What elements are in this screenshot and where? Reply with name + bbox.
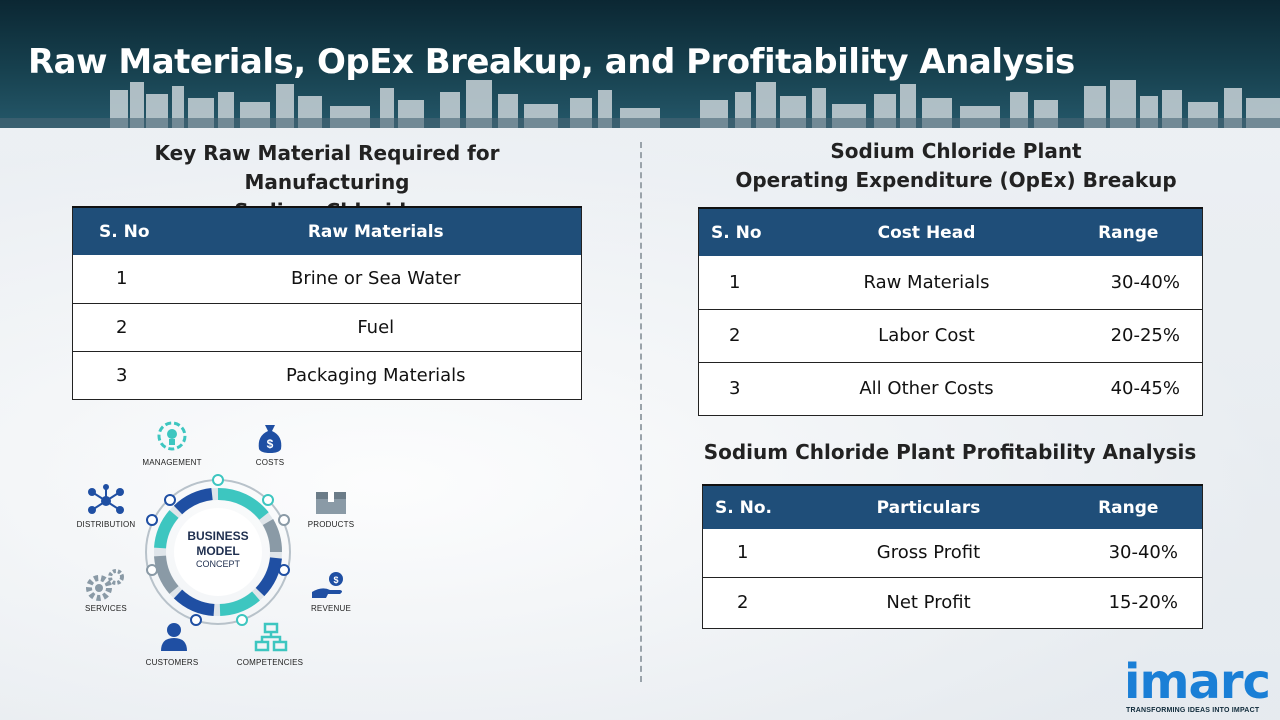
- city-skyline-graphic: [0, 80, 1280, 128]
- row-sno: 1: [72, 255, 171, 304]
- customers-label: CUSTOMERS: [145, 658, 199, 667]
- row-particular: Gross Profit: [802, 529, 1055, 578]
- row-cost-head: All Other Costs: [798, 362, 1055, 416]
- revenue-label: REVENUE: [310, 604, 352, 613]
- svg-text:$: $: [333, 575, 338, 585]
- products-icon: [316, 492, 346, 514]
- table-row: 3 Packaging Materials: [72, 351, 582, 400]
- row-material: Brine or Sea Water: [170, 255, 582, 304]
- opex-table: S. No Cost Head Range 1 Raw Materials 30…: [698, 207, 1203, 416]
- table-row: 2 Labor Cost 20-25%: [698, 309, 1203, 363]
- col-cost-head-header: Cost Head: [798, 207, 1055, 256]
- services-icon: [86, 569, 124, 601]
- distribution-label: DISTRIBUTION: [76, 520, 136, 529]
- table-row: 1 Brine or Sea Water: [72, 255, 582, 304]
- logo-tagline: TRANSFORMING IDEAS INTO IMPACT: [1126, 707, 1260, 714]
- header-banner: Raw Materials, OpEx Breakup, and Profita…: [0, 0, 1280, 128]
- competencies-label: COMPETENCIES: [236, 658, 304, 667]
- business-model-diagram: BUSINESS MODEL CONCEPT MANAGEMENT $ COST…: [70, 410, 370, 675]
- profitability-table: S. No. Particulars Range 1 Gross Profit …: [702, 484, 1203, 629]
- row-sno: 1: [702, 529, 803, 578]
- revenue-icon: $: [312, 572, 343, 598]
- table-row: 1 Gross Profit 30-40%: [702, 529, 1203, 578]
- table-row: 2 Net Profit 15-20%: [702, 577, 1203, 629]
- row-sno: 2: [698, 309, 799, 363]
- table-row: 3 All Other Costs 40-45%: [698, 362, 1203, 416]
- distribution-icon: [88, 484, 124, 514]
- table-header-row: S. No Cost Head Range: [698, 207, 1203, 256]
- row-range: 20-25%: [1054, 309, 1203, 363]
- row-material: Packaging Materials: [170, 351, 582, 400]
- logo-wordmark: imarc: [1124, 654, 1271, 710]
- table-row: 2 Fuel: [72, 303, 582, 352]
- row-sno: 3: [698, 362, 799, 416]
- table-header-row: S. No. Particulars Range: [702, 484, 1203, 529]
- row-sno: 1: [698, 256, 799, 310]
- svg-text:$: $: [267, 437, 274, 451]
- table-row: 1 Raw Materials 30-40%: [698, 256, 1203, 310]
- row-range: 30-40%: [1054, 256, 1203, 310]
- business-model-wheel: BUSINESS MODEL CONCEPT: [145, 474, 291, 626]
- diagram-center-line3: CONCEPT: [196, 559, 241, 569]
- diagram-center-line1: BUSINESS: [187, 529, 248, 543]
- row-sno: 3: [72, 351, 171, 400]
- row-particular: Net Profit: [802, 577, 1055, 629]
- diagram-center-line2: MODEL: [196, 544, 239, 558]
- management-label: MANAGEMENT: [142, 458, 202, 467]
- col-sno-header: S. No: [698, 207, 799, 256]
- row-range: 40-45%: [1054, 362, 1203, 416]
- row-range: 15-20%: [1054, 577, 1203, 629]
- row-cost-head: Raw Materials: [798, 256, 1055, 310]
- competencies-icon: [254, 622, 288, 652]
- row-sno: 2: [72, 303, 171, 352]
- section-divider: [640, 142, 642, 682]
- imarc-logo: imarc TRANSFORMING IDEAS INTO IMPACT: [1122, 652, 1272, 718]
- customers-icon: [161, 623, 187, 651]
- row-sno: 2: [702, 577, 803, 629]
- col-range-header: Range: [1054, 484, 1203, 529]
- services-label: SERVICES: [85, 604, 127, 613]
- col-range-header: Range: [1054, 207, 1203, 256]
- products-label: PRODUCTS: [307, 520, 355, 529]
- col-sno-header: S. No.: [702, 484, 803, 529]
- col-sno-header: S. No: [72, 206, 171, 255]
- col-raw-materials-header: Raw Materials: [170, 206, 582, 255]
- profitability-heading: Sodium Chloride Plant Profitability Anal…: [703, 440, 1197, 464]
- table-header-row: S. No Raw Materials: [72, 206, 582, 255]
- raw-materials-table: S. No Raw Materials 1 Brine or Sea Water…: [72, 206, 582, 400]
- col-particulars-header: Particulars: [802, 484, 1055, 529]
- costs-icon: $: [258, 425, 282, 453]
- row-range: 30-40%: [1054, 529, 1203, 578]
- page-title: Raw Materials, OpEx Breakup, and Profita…: [28, 42, 1075, 82]
- opex-heading: Sodium Chloride Plant Operating Expendit…: [735, 139, 1177, 192]
- costs-label: COSTS: [255, 458, 285, 467]
- management-icon: [157, 421, 187, 451]
- row-material: Fuel: [170, 303, 582, 352]
- row-cost-head: Labor Cost: [798, 309, 1055, 363]
